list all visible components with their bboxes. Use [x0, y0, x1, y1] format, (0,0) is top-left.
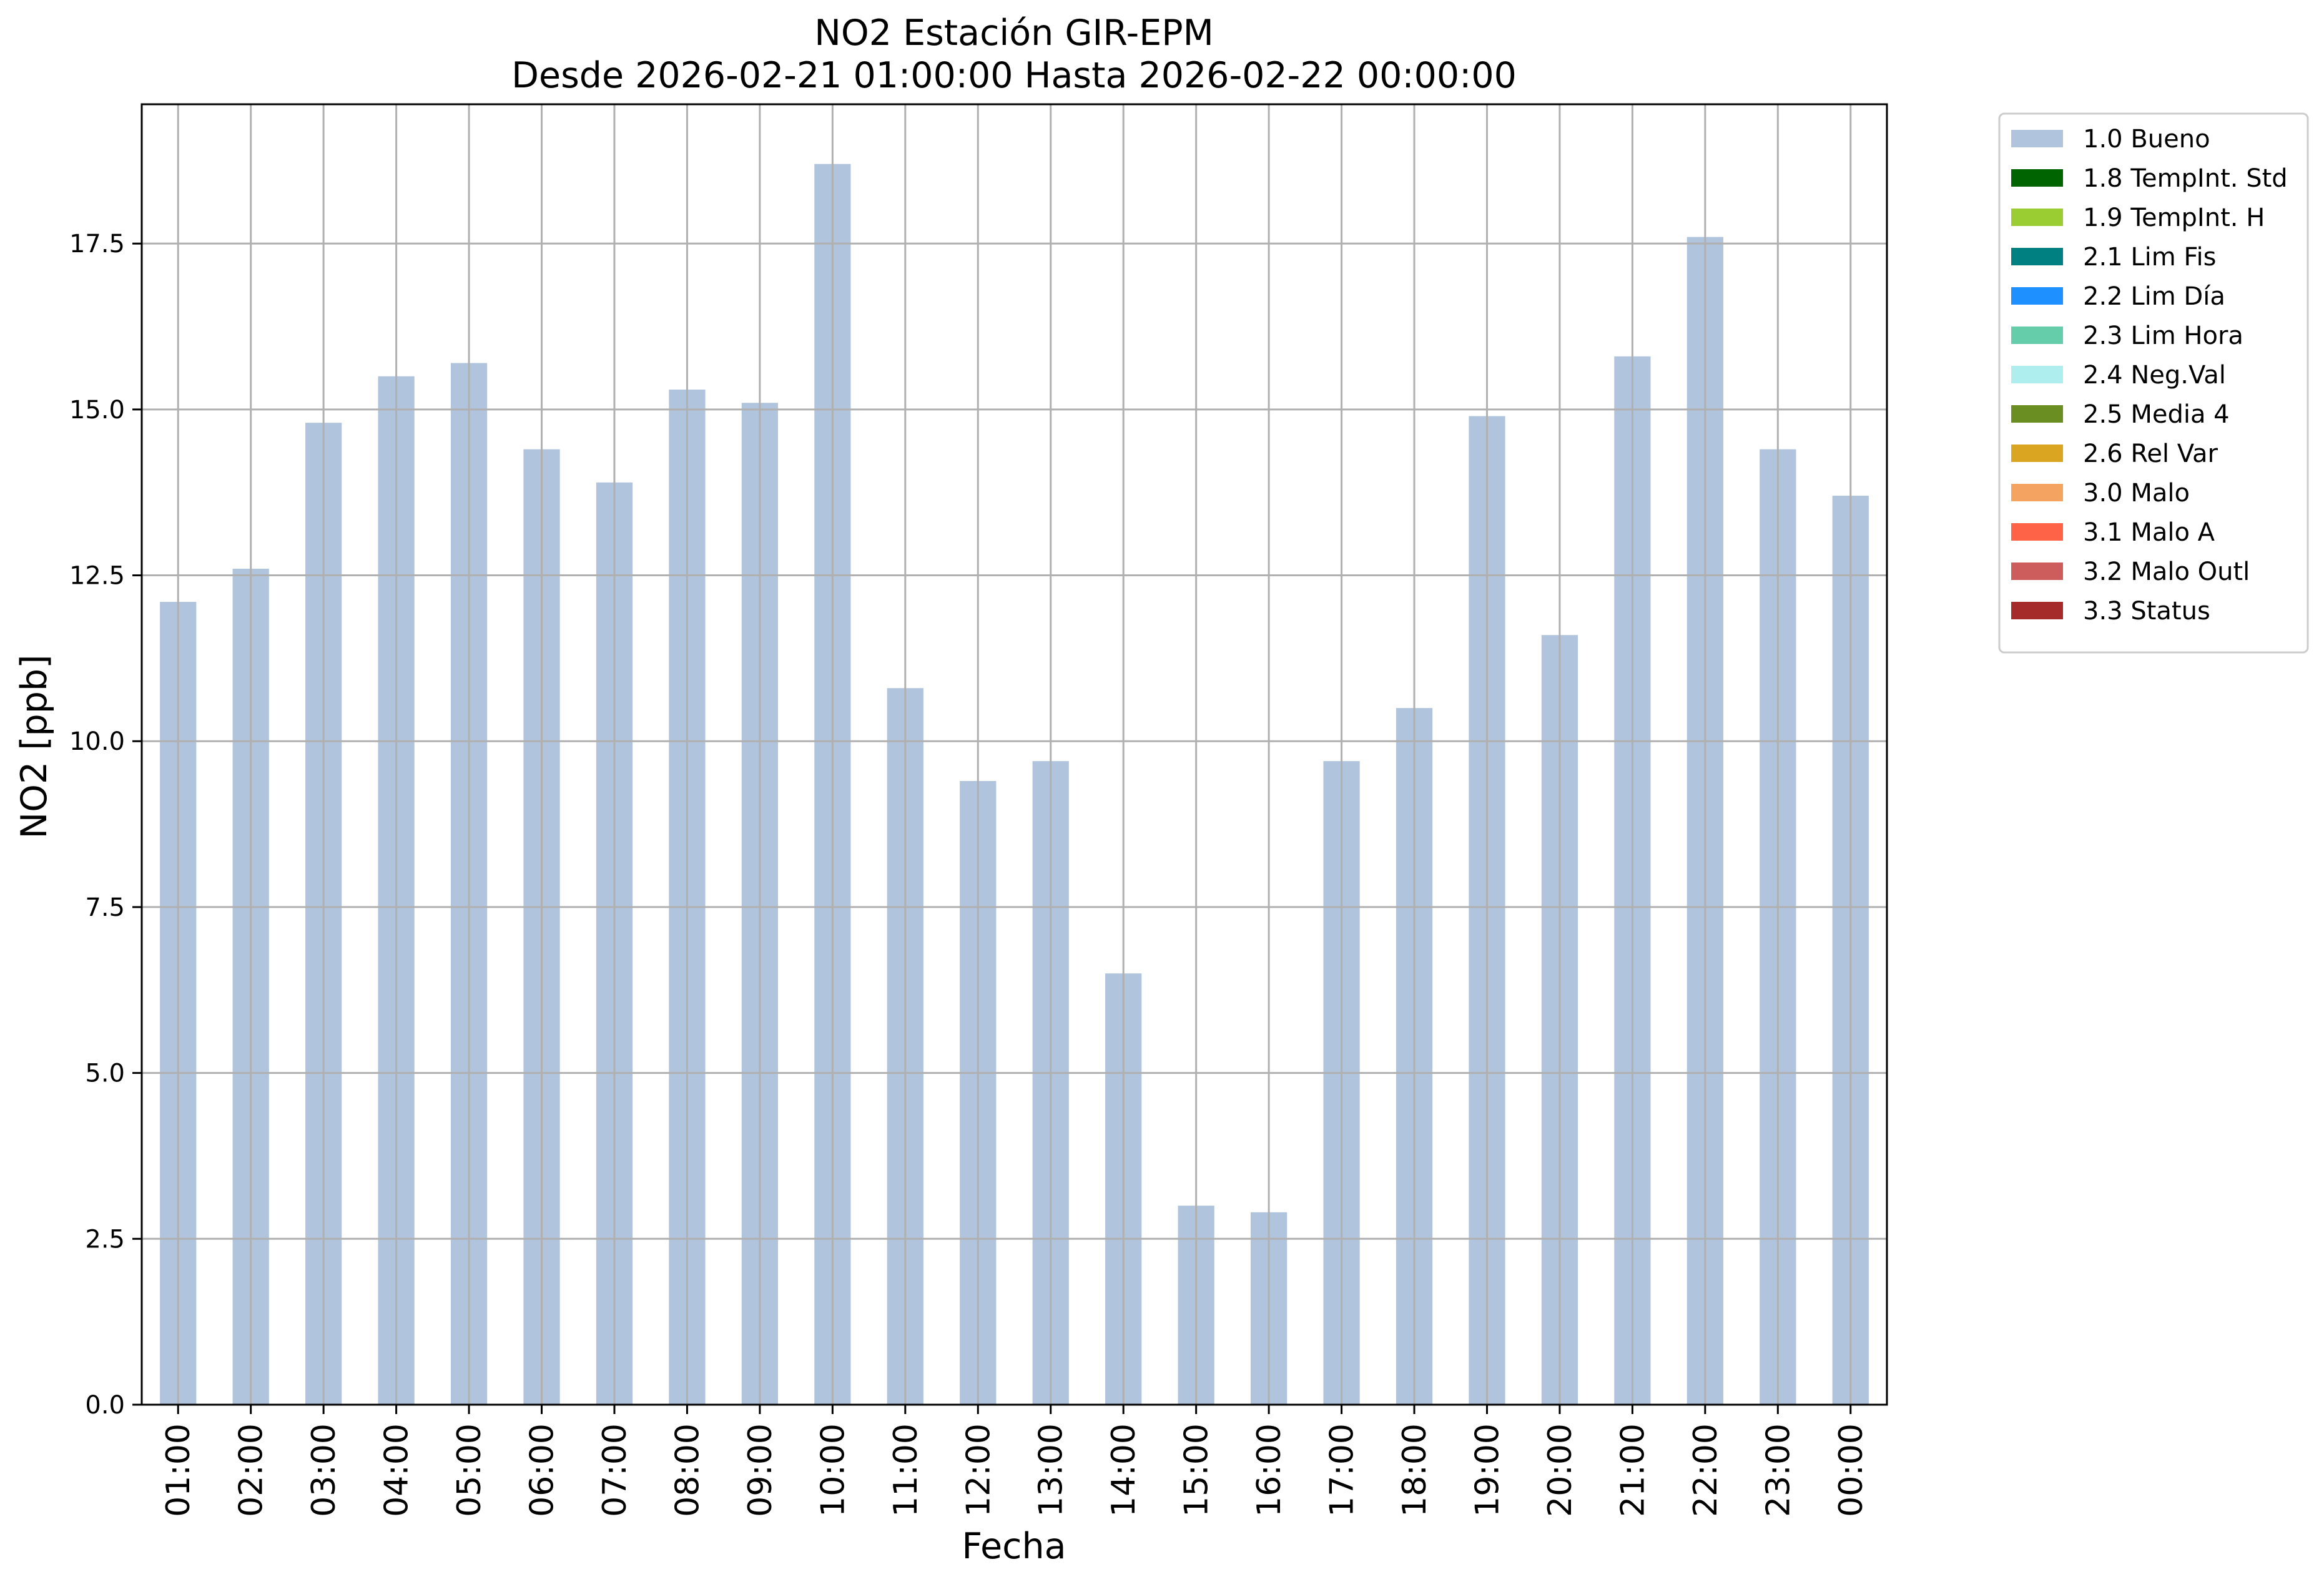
x-tick-label: 00:00	[1833, 1423, 1870, 1517]
y-tick-label: 15.0	[69, 396, 125, 425]
legend-label: 3.1 Malo A	[2083, 518, 2215, 547]
chart-subtitle: Desde 2026-02-21 01:00:00 Hasta 2026-02-…	[511, 55, 1517, 96]
x-tick-label: 01:00	[160, 1423, 197, 1517]
legend-swatch	[2011, 287, 2063, 305]
x-tick-label: 04:00	[378, 1423, 416, 1517]
x-tick-label: 20:00	[1542, 1423, 1579, 1517]
legend-label: 3.0 Malo	[2083, 479, 2190, 508]
x-tick-label: 19:00	[1469, 1423, 1506, 1517]
x-tick-label: 22:00	[1687, 1423, 1725, 1517]
y-tick-label: 12.5	[69, 562, 125, 591]
x-tick-label: 06:00	[524, 1423, 561, 1517]
x-tick-label: 13:00	[1033, 1423, 1070, 1517]
bars	[160, 164, 1869, 1405]
y-tick-label: 0.0	[85, 1391, 125, 1420]
x-tick-label: 21:00	[1614, 1423, 1652, 1517]
legend-label: 2.2 Lim Día	[2083, 282, 2225, 311]
x-tick-label: 05:00	[451, 1423, 488, 1517]
x-axis-ticks: 01:00 02:00 03:00 04:00 05:00 06:00 07:00 08:00…	[160, 1405, 1870, 1517]
x-axis-label: Fecha	[962, 1526, 1066, 1567]
legend: 1.0 Bueno 1.8 TempInt. Std 1.9 TempInt. H 2…	[1998, 112, 2309, 654]
legend-swatch	[2011, 130, 2063, 147]
legend-label: 2.3 Lim Hora	[2083, 322, 2243, 350]
legend-label: 2.4 Neg.Val	[2083, 361, 2226, 390]
legend-label: 1.0 Bueno	[2083, 125, 2210, 154]
legend-swatch	[2011, 366, 2063, 383]
x-tick-label: 17:00	[1324, 1423, 1361, 1517]
x-tick-label: 18:00	[1396, 1423, 1434, 1517]
y-tick-label: 2.5	[85, 1225, 125, 1254]
legend-swatch	[2011, 602, 2063, 619]
x-tick-label: 02:00	[233, 1423, 270, 1517]
y-tick-label: 10.0	[69, 727, 125, 756]
y-tick-label: 17.5	[69, 230, 125, 258]
legend-label: 1.9 TempInt. H	[2083, 204, 2265, 232]
legend-label: 2.1 Lim Fis	[2083, 243, 2216, 272]
grid	[142, 104, 1887, 1405]
x-tick-label: 08:00	[669, 1423, 706, 1517]
legend-swatch	[2011, 327, 2063, 344]
legend-swatch	[2011, 209, 2063, 226]
x-tick-label: 11:00	[887, 1423, 925, 1517]
legend-swatch	[2011, 563, 2063, 580]
y-tick-label: 7.5	[85, 893, 125, 922]
legend-label: 2.6 Rel Var	[2083, 440, 2218, 468]
x-tick-label: 07:00	[596, 1423, 634, 1517]
legend-swatch	[2011, 523, 2063, 541]
x-tick-label: 23:00	[1760, 1423, 1797, 1517]
x-tick-label: 12:00	[960, 1423, 997, 1517]
x-tick-label: 14:00	[1105, 1423, 1143, 1517]
y-axis-label: NO2 [ppb]	[14, 655, 55, 839]
legend-label: 3.3 Status	[2083, 597, 2210, 626]
legend-swatch	[2011, 445, 2063, 462]
y-axis-ticks: 0.0 2.5 5.0 7.5 10.0 12.5 15.0 17.5	[69, 230, 142, 1420]
legend-swatch	[2011, 484, 2063, 501]
chart-title: NO2 Estación GIR-EPM	[814, 12, 1214, 54]
legend-box	[1998, 112, 2309, 654]
legend-swatch	[2011, 405, 2063, 423]
x-tick-label: 15:00	[1178, 1423, 1216, 1517]
x-tick-label: 09:00	[742, 1423, 779, 1517]
x-tick-label: 10:00	[814, 1423, 852, 1517]
legend-label: 1.8 TempInt. Std	[2083, 164, 2288, 193]
legend-swatch	[2011, 248, 2063, 265]
y-tick-label: 5.0	[85, 1059, 125, 1088]
x-tick-label: 16:00	[1251, 1423, 1288, 1517]
x-tick-label: 03:00	[305, 1423, 343, 1517]
plot-frame	[140, 103, 1888, 1406]
legend-swatch	[2011, 169, 2063, 187]
legend-label: 3.2 Malo Outl	[2083, 558, 2250, 586]
legend-label: 2.5 Media 4	[2083, 400, 2230, 429]
